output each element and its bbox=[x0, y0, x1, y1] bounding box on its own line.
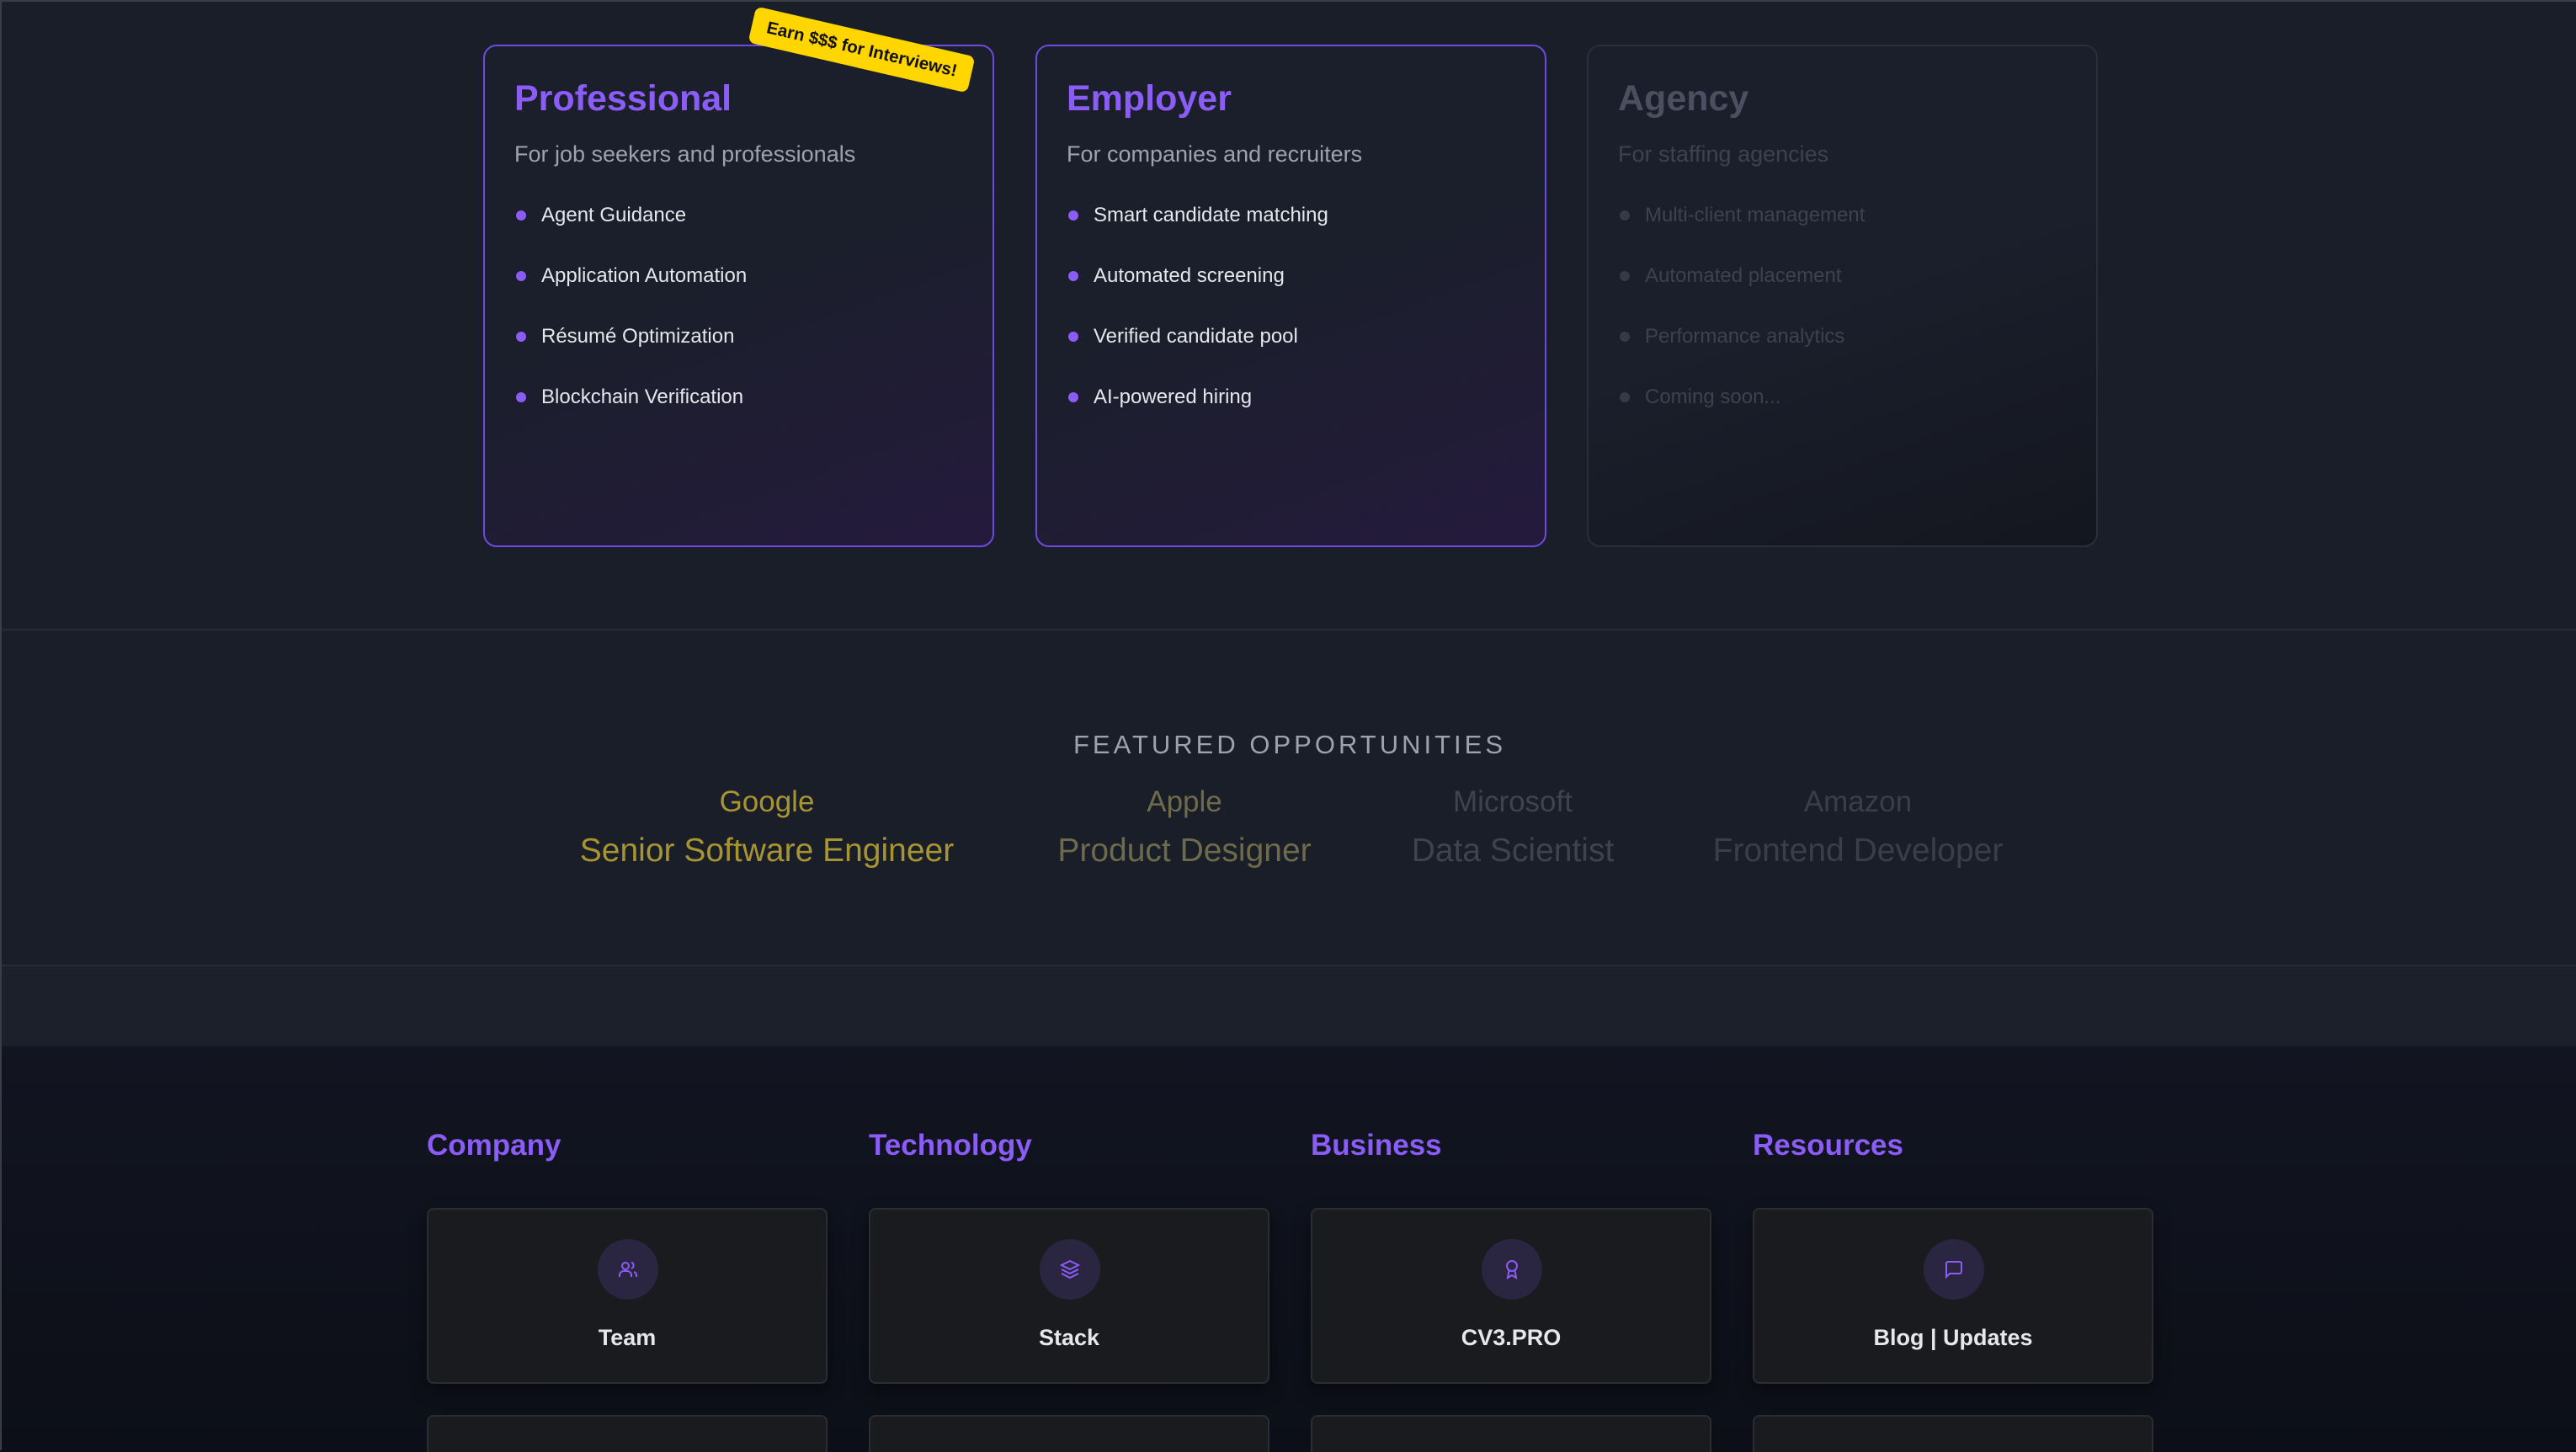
team-tile[interactable]: Team bbox=[427, 1208, 828, 1384]
feature-label: Blockchain Verification bbox=[541, 386, 744, 408]
footer-heading: Business bbox=[1311, 1129, 1442, 1162]
bullet-icon bbox=[516, 210, 526, 221]
message-square-icon bbox=[1924, 1239, 1984, 1300]
feature-item: Smart candidate matching bbox=[1067, 204, 1515, 264]
feature-item: AI-powered hiring bbox=[1067, 386, 1515, 446]
feature-item: Performance analytics bbox=[1618, 325, 2067, 386]
footer: Company Team Technology Stack Business C… bbox=[2, 1046, 2576, 1452]
company-name: Microsoft bbox=[1453, 785, 1573, 818]
bullet-icon bbox=[1620, 392, 1630, 402]
bullet-icon bbox=[516, 392, 526, 402]
footer-column-company: Company Team bbox=[427, 1129, 828, 1452]
plan-title: Professional bbox=[514, 78, 732, 119]
feature-label: AI-powered hiring bbox=[1094, 386, 1253, 408]
footer-tile[interactable] bbox=[1753, 1415, 2153, 1452]
job-role: Senior Software Engineer bbox=[579, 832, 955, 869]
tile-label: CV3.PRO bbox=[1461, 1325, 1562, 1350]
feature-label: Agent Guidance bbox=[541, 204, 687, 226]
feature-item: Coming soon... bbox=[1618, 386, 2067, 446]
company-name: Amazon bbox=[1803, 785, 1913, 818]
company-name: Apple bbox=[1147, 785, 1222, 818]
footer-heading: Technology bbox=[869, 1129, 1032, 1162]
job-role: Product Designer bbox=[1057, 832, 1312, 869]
bullet-icon bbox=[1068, 392, 1078, 402]
feature-item: Automated placement bbox=[1618, 264, 2067, 325]
feature-label: Multi-client management bbox=[1645, 204, 1865, 226]
feature-label: Verified candidate pool bbox=[1094, 325, 1298, 348]
bullet-icon bbox=[1068, 332, 1078, 342]
footer-column-business: Business CV3.PRO bbox=[1311, 1129, 1711, 1452]
award-icon bbox=[1482, 1239, 1542, 1300]
tile-label: Blog | Updates bbox=[1873, 1325, 2033, 1350]
job-role: Data Scientist bbox=[1411, 832, 1615, 869]
feature-item: Multi-client management bbox=[1618, 204, 2067, 264]
plan-title: Agency bbox=[1618, 78, 1749, 119]
feature-item: Verified candidate pool bbox=[1067, 325, 1515, 386]
bullet-icon bbox=[1068, 271, 1078, 281]
blog-tile[interactable]: Blog | Updates bbox=[1753, 1208, 2153, 1384]
feature-label: Coming soon... bbox=[1645, 386, 1781, 408]
plan-subtitle: For staffing agencies bbox=[1618, 141, 1829, 167]
feature-item: Blockchain Verification bbox=[514, 386, 963, 446]
plan-card-employer[interactable]: Employer For companies and recruiters Sm… bbox=[1035, 45, 1546, 547]
users-icon bbox=[598, 1239, 658, 1300]
footer-tile[interactable] bbox=[427, 1415, 828, 1452]
plan-subtitle: For job seekers and professionals bbox=[514, 141, 856, 167]
footer-heading: Resources bbox=[1753, 1129, 1903, 1162]
feature-label: Smart candidate matching bbox=[1094, 204, 1328, 226]
feature-item: Application Automation bbox=[514, 264, 963, 325]
stack-tile[interactable]: Stack bbox=[869, 1208, 1269, 1384]
cv3-pro-tile[interactable]: CV3.PRO bbox=[1311, 1208, 1711, 1384]
layers-icon bbox=[1040, 1239, 1100, 1300]
feature-label: Performance analytics bbox=[1645, 325, 1845, 348]
footer-tile[interactable] bbox=[1311, 1415, 1711, 1452]
footer-heading: Company bbox=[427, 1129, 562, 1162]
section-band bbox=[2, 965, 2576, 1046]
featured-title: FEATURED OPPORTUNITIES bbox=[1072, 730, 1506, 759]
opportunity-item[interactable]: Apple Product Designer bbox=[1057, 785, 1311, 870]
opportunity-item[interactable]: Amazon Frontend Developer bbox=[1713, 785, 2004, 870]
bullet-icon bbox=[516, 271, 526, 281]
feature-item: Résumé Optimization bbox=[514, 325, 963, 386]
plan-title: Employer bbox=[1067, 78, 1232, 119]
plan-card-professional[interactable]: Professional For job seekers and profess… bbox=[483, 45, 994, 547]
feature-label: Application Automation bbox=[541, 264, 748, 287]
opportunity-item[interactable]: Microsoft Data Scientist bbox=[1412, 785, 1615, 870]
feature-label: Résumé Optimization bbox=[541, 325, 735, 348]
bullet-icon bbox=[516, 332, 526, 342]
bullet-icon bbox=[1068, 210, 1078, 221]
company-name: Google bbox=[719, 785, 815, 818]
tile-label: Stack bbox=[1038, 1325, 1100, 1350]
plan-card-agency: Agency For staffing agencies Multi-clien… bbox=[1587, 45, 2098, 547]
job-role: Frontend Developer bbox=[1712, 832, 2004, 869]
section-divider bbox=[2, 629, 2576, 630]
opportunity-item[interactable]: Google Senior Software Engineer bbox=[580, 785, 954, 870]
feature-label: Automated screening bbox=[1094, 264, 1285, 287]
footer-column-resources: Resources Blog | Updates bbox=[1753, 1129, 2153, 1452]
plan-subtitle: For companies and recruiters bbox=[1067, 141, 1363, 167]
feature-item: Automated screening bbox=[1067, 264, 1515, 325]
feature-label: Automated placement bbox=[1645, 264, 1842, 287]
footer-tile[interactable] bbox=[869, 1415, 1269, 1452]
feature-item: Agent Guidance bbox=[514, 204, 963, 264]
tile-label: Team bbox=[598, 1325, 657, 1350]
bullet-icon bbox=[1620, 210, 1630, 221]
bullet-icon bbox=[1620, 271, 1630, 281]
footer-column-technology: Technology Stack bbox=[869, 1129, 1269, 1452]
bullet-icon bbox=[1620, 332, 1630, 342]
